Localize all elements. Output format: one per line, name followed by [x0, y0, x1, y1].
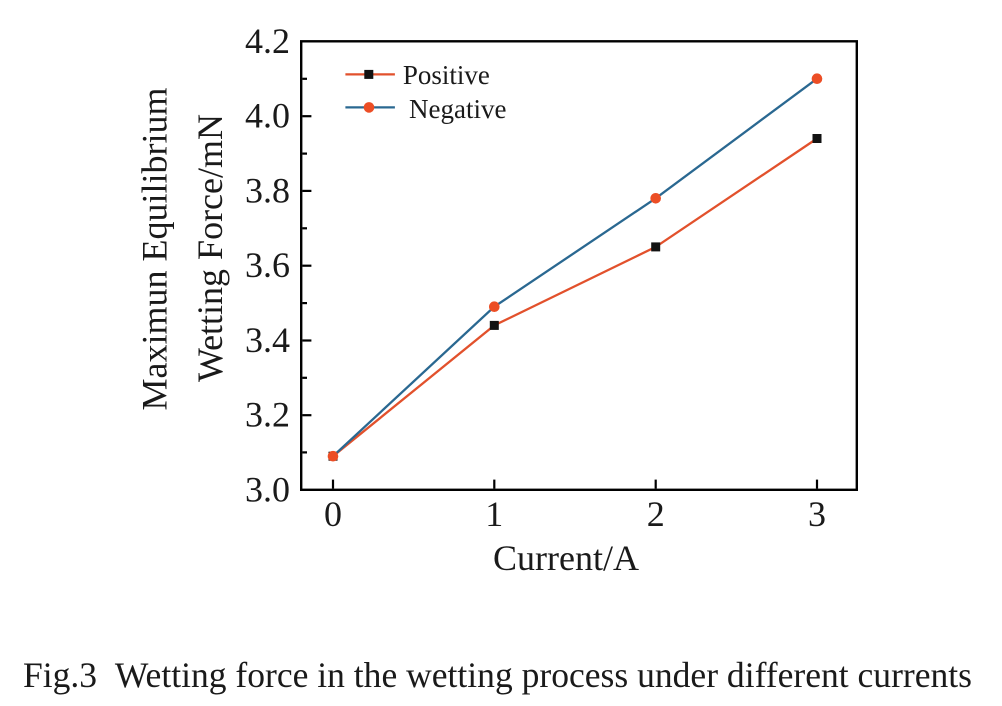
svg-text:3.0: 3.0 [245, 469, 290, 509]
svg-text:3.2: 3.2 [245, 395, 290, 435]
svg-text:Current/A: Current/A [493, 538, 639, 578]
svg-text:Negative: Negative [409, 94, 506, 124]
svg-text:Positive: Positive [403, 60, 490, 90]
svg-text:Wetting Force/mN: Wetting Force/mN [190, 114, 230, 382]
svg-text:3.4: 3.4 [245, 320, 290, 360]
svg-text:0: 0 [324, 494, 342, 534]
svg-text:3.8: 3.8 [245, 170, 290, 210]
svg-text:4.0: 4.0 [245, 96, 290, 136]
svg-text:1: 1 [485, 494, 503, 534]
svg-text:3.6: 3.6 [245, 245, 290, 285]
svg-text:2: 2 [647, 494, 665, 534]
svg-text:3: 3 [808, 494, 826, 534]
svg-text:4.2: 4.2 [245, 21, 290, 61]
svg-text:Maximun Equilibrium: Maximun Equilibrium [135, 88, 175, 411]
svg-text:Fig.3 Wetting force in the we: Fig.3 Wetting force in the wetting proce… [23, 655, 972, 695]
